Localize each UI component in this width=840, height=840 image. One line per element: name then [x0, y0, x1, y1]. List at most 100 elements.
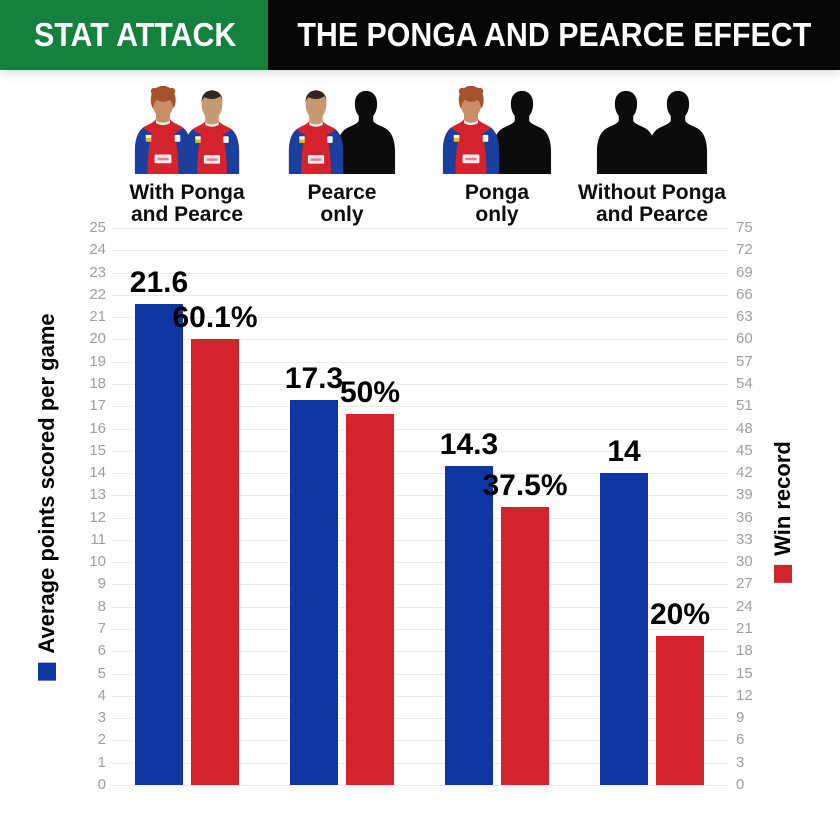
win-record-bar	[501, 506, 549, 785]
right-axis-tick: 39	[736, 486, 753, 504]
gridline	[112, 473, 728, 475]
right-axis-tick: 63	[736, 308, 753, 326]
gridline	[112, 762, 728, 764]
gridline	[112, 584, 728, 586]
left-axis-tick: 23	[89, 263, 106, 281]
left-axis-title-label: Average points scored per game	[34, 313, 59, 654]
left-axis-tick: 24	[89, 241, 106, 259]
win-record-bar	[656, 636, 704, 785]
gridline	[112, 740, 728, 742]
gridline	[112, 361, 728, 363]
gridline	[112, 339, 728, 341]
ponga-photo-figure	[442, 86, 500, 179]
gridline	[112, 495, 728, 497]
silhouette-icon	[596, 89, 656, 174]
silhouette-icon	[648, 89, 708, 174]
category-label-line1: With Ponga	[129, 181, 245, 204]
right-axis-title-label: Win record	[770, 441, 795, 556]
right-axis-tick: 66	[736, 285, 753, 303]
right-axis-tick: 33	[736, 530, 753, 548]
points-bar-value: 21.6	[129, 265, 189, 299]
left-axis-tick: 19	[89, 352, 106, 370]
player-silhouette-figure	[336, 89, 396, 179]
figure-group: Without Ponga and Pearce	[564, 91, 740, 225]
points-bar-value: 14	[607, 435, 641, 469]
gridline	[112, 428, 728, 430]
category-label: Without Ponga and Pearce	[564, 182, 740, 225]
left-axis-tick: 20	[89, 330, 106, 348]
right-axis-tick: 15	[736, 664, 753, 682]
category-label-line2: only	[475, 202, 519, 226]
right-axis-tick: 24	[736, 597, 753, 615]
stat-attack-badge: STAT ATTACK	[0, 0, 268, 70]
category-label: Ponga only	[409, 182, 585, 225]
left-axis-title: Average points scored per game	[34, 313, 60, 681]
right-axis-tick: 6	[736, 731, 745, 749]
pearce-photo-figure	[288, 89, 344, 179]
category-label-line1: Without Ponga	[578, 181, 726, 204]
category-label-line1: Ponga	[464, 181, 530, 204]
gridline	[112, 406, 728, 408]
header: STAT ATTACK THE PONGA AND PEARCE EFFECT	[0, 0, 840, 70]
right-axis-tick: 36	[736, 508, 753, 526]
silhouette-icon	[336, 89, 396, 174]
right-axis-tick: 12	[736, 686, 753, 704]
left-axis-tick: 10	[89, 553, 106, 571]
silhouette-icon	[492, 89, 552, 174]
left-axis-tick: 25	[89, 219, 106, 236]
left-axis-tick: 14	[89, 464, 106, 482]
points-bar	[290, 399, 338, 785]
gridline	[112, 562, 728, 564]
left-axis-tick: 13	[89, 486, 106, 504]
stat-attack-badge-label: STAT ATTACK	[34, 16, 237, 53]
left-axis-tick: 0	[97, 776, 106, 793]
page-title: THE PONGA AND PEARCE EFFECT	[297, 16, 811, 53]
gridline	[112, 450, 728, 452]
right-axis-tick: 48	[736, 419, 753, 437]
points-bar	[600, 473, 648, 785]
gridline	[112, 606, 728, 608]
left-axis-tick: 6	[97, 642, 106, 660]
win-record-bar-value: 20%	[649, 598, 711, 632]
left-axis-tick: 18	[89, 374, 106, 392]
gridline	[112, 272, 728, 274]
category-label-line2: only	[320, 202, 364, 226]
gridline	[112, 317, 728, 319]
ponga-icon	[442, 86, 500, 174]
pearce-photo-figure	[184, 89, 240, 179]
left-axis-tick: 8	[97, 597, 106, 615]
left-axis-tick: 22	[89, 285, 106, 303]
right-axis-tick: 21	[736, 620, 753, 638]
right-axis-tick: 18	[736, 642, 753, 660]
gridline	[112, 785, 728, 786]
gridline	[112, 294, 728, 296]
gridline	[112, 228, 728, 229]
category-label-line2: and Pearce	[595, 202, 709, 226]
left-axis-tick: 11	[90, 530, 106, 548]
gridline	[112, 383, 728, 385]
win-record-bar-value: 50%	[339, 375, 401, 409]
win-record-bar-value: 37.5%	[482, 468, 568, 502]
points-bar-value: 17.3	[284, 361, 344, 395]
right-axis-tick: 54	[736, 374, 753, 392]
category-label-line2: and Pearce	[130, 202, 244, 226]
win-record-bar	[191, 338, 239, 785]
right-axis-tick: 27	[736, 575, 753, 593]
player-silhouette-figure	[648, 89, 708, 179]
pearce-icon	[288, 89, 344, 174]
figure-group: Pearce only	[254, 91, 430, 225]
points-legend-square-icon	[38, 662, 56, 681]
left-axis-tick: 5	[97, 664, 106, 682]
category-label: Pearce only	[254, 182, 430, 225]
gridline	[112, 718, 728, 720]
left-axis-tick: 9	[97, 575, 106, 593]
win-record-bar-value: 60.1%	[172, 300, 258, 334]
right-axis-tick: 57	[736, 352, 753, 370]
points-bar	[445, 466, 493, 785]
win-record-bar	[346, 413, 394, 785]
left-axis-tick: 4	[97, 686, 106, 704]
figure-group: With Ponga and Pearce	[99, 91, 275, 225]
player-silhouette-figure	[596, 89, 656, 179]
